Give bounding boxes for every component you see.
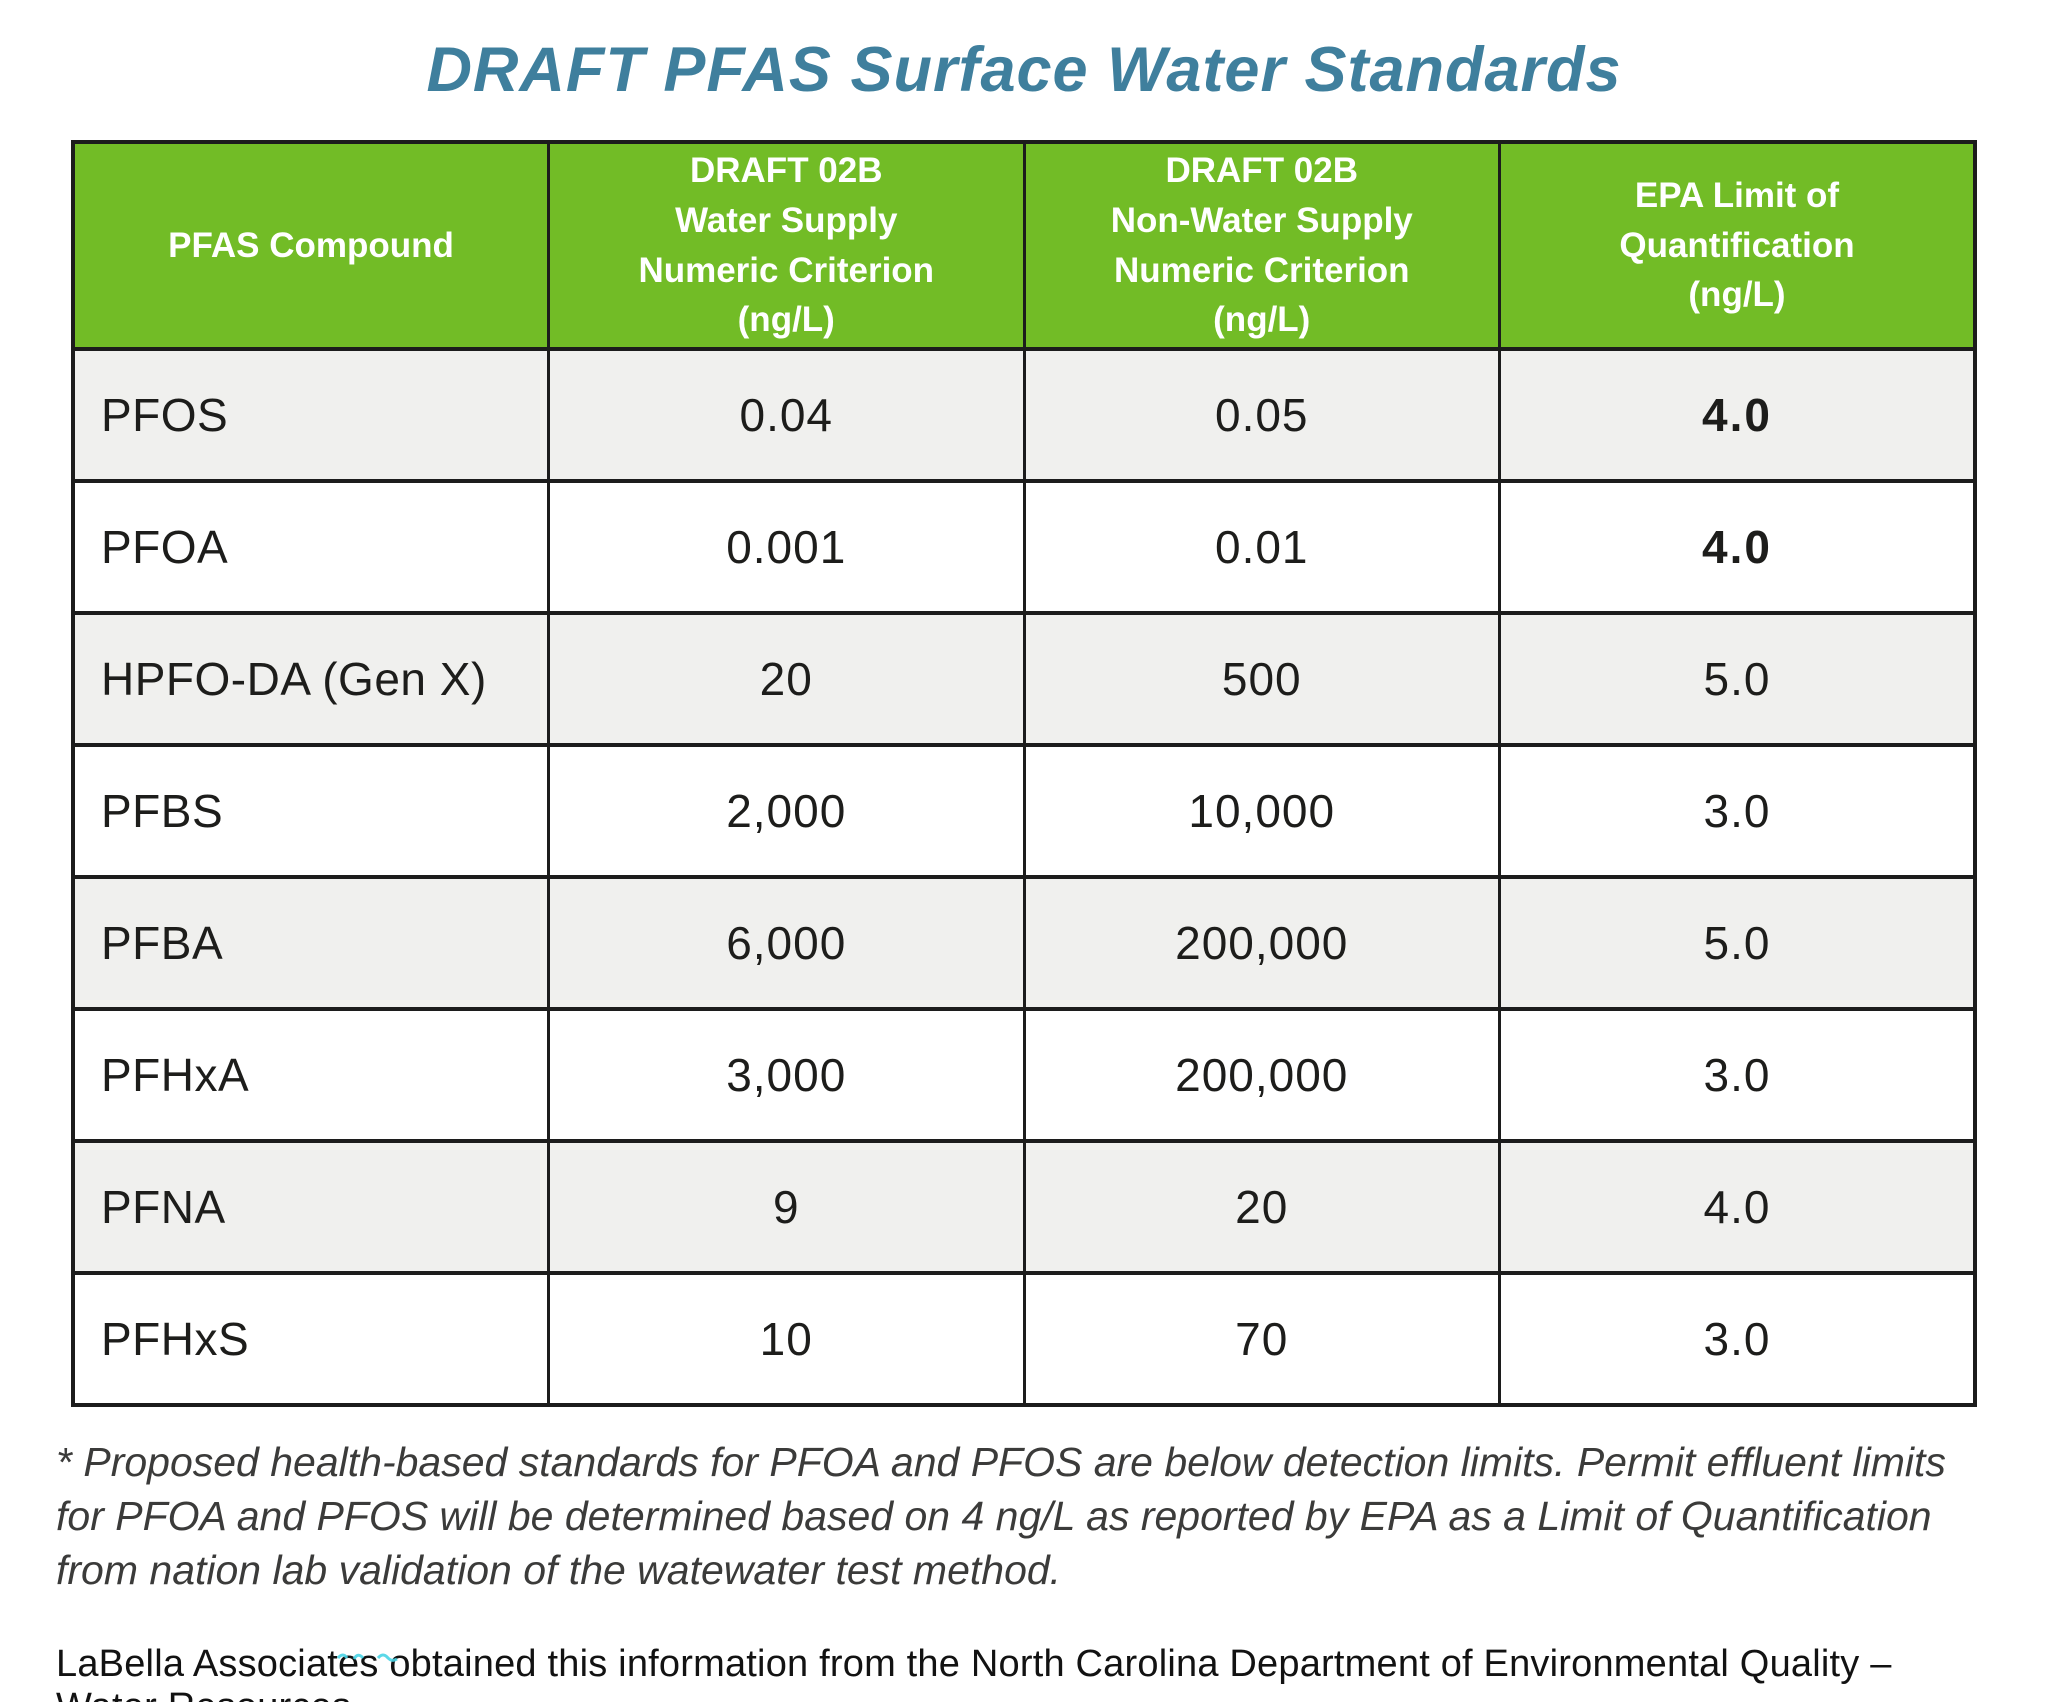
- table-row-pfoa: PFOA 0.001 0.01 4.0: [71, 479, 1977, 615]
- table-row-hpfo-da: HPFO-DA (Gen X) 20 500 5.0: [71, 611, 1977, 747]
- compound-name: PFOA: [71, 479, 550, 615]
- compound-name: PFBA: [71, 875, 550, 1011]
- table-row-pfos: PFOS 0.04 0.05 4.0: [71, 347, 1977, 483]
- water-supply-value: 10: [547, 1271, 1026, 1407]
- compound-name: PFNA: [71, 1139, 550, 1275]
- epa-loq-value: 4.0: [1498, 479, 1977, 615]
- table-row-pfhxs: PFHxS 10 70 3.0: [71, 1271, 1977, 1407]
- epa-loq-value: 4.0: [1498, 1139, 1977, 1275]
- water-supply-value: 6,000: [547, 875, 1026, 1011]
- non-water-supply-value: 0.01: [1022, 479, 1501, 615]
- table-header-row: PFAS Compound DRAFT 02B Water Supply Num…: [71, 140, 1977, 351]
- non-water-supply-value: 200,000: [1022, 1007, 1501, 1143]
- non-water-supply-value: 0.05: [1022, 347, 1501, 483]
- table-row-pfba: PFBA 6,000 200,000 5.0: [71, 875, 1977, 1011]
- water-supply-value: 3,000: [547, 1007, 1026, 1143]
- water-supply-value: 2,000: [547, 743, 1026, 879]
- col-header-non-water-supply-criterion: DRAFT 02B Non-Water Supply Numeric Crite…: [1022, 140, 1501, 351]
- non-water-supply-value: 200,000: [1022, 875, 1501, 1011]
- pfas-standards-table: PFAS Compound DRAFT 02B Water Supply Num…: [71, 140, 1977, 1407]
- water-supply-value: 20: [547, 611, 1026, 747]
- col-header-epa-limit-quantification: EPA Limit of Quantification (ng/L): [1498, 140, 1977, 351]
- non-water-supply-value: 70: [1022, 1271, 1501, 1407]
- compound-name: HPFO-DA (Gen X): [71, 611, 550, 747]
- compound-name: PFOS: [71, 347, 550, 483]
- epa-loq-value: 5.0: [1498, 875, 1977, 1011]
- water-supply-value: 0.001: [547, 479, 1026, 615]
- epa-loq-value: 3.0: [1498, 1007, 1977, 1143]
- epa-loq-value: 5.0: [1498, 611, 1977, 747]
- table-row-pfhxa: PFHxA 3,000 200,000 3.0: [71, 1007, 1977, 1143]
- non-water-supply-value: 20: [1022, 1139, 1501, 1275]
- epa-loq-value: 3.0: [1498, 1271, 1977, 1407]
- source-note: LaBella Associates obtained this informa…: [56, 1643, 1892, 1702]
- water-supply-value: 9: [547, 1139, 1026, 1275]
- col-header-water-supply-criterion: DRAFT 02B Water Supply Numeric Criterion…: [547, 140, 1026, 351]
- non-water-supply-value: 500: [1022, 611, 1501, 747]
- page-title: DRAFT PFAS Surface Water Standards: [426, 35, 1622, 105]
- compound-name: PFHxA: [71, 1007, 550, 1143]
- non-water-supply-value: 10,000: [1022, 743, 1501, 879]
- compound-name: PFHxS: [71, 1271, 550, 1407]
- table-row-pfna: PFNA 9 20 4.0: [71, 1139, 1977, 1275]
- table-row-pfbs: PFBS 2,000 10,000 3.0: [71, 743, 1977, 879]
- compound-name: PFBS: [71, 743, 550, 879]
- footnote: * Proposed health-based standards for PF…: [56, 1439, 1946, 1594]
- col-header-pfas-compound: PFAS Compound: [71, 140, 550, 351]
- water-supply-value: 0.04: [547, 347, 1026, 483]
- epa-loq-value: 4.0: [1498, 347, 1977, 483]
- epa-loq-value: 3.0: [1498, 743, 1977, 879]
- cyan-artifact: [336, 1653, 398, 1662]
